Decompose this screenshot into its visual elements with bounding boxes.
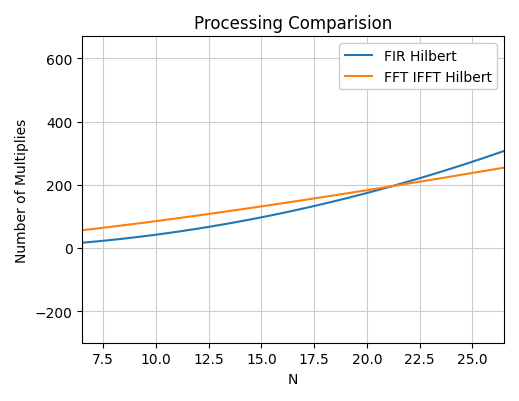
FFT IFFT Hilbert — [307, 197, 313, 202]
FIR Hilbert — [501, 149, 507, 154]
FFT IFFT Hilbert — [282, 201, 288, 206]
FFT IFFT Hilbert — [279, 201, 285, 206]
Title: Processing Comparision: Processing Comparision — [194, 15, 392, 33]
Line: FIR Hilbert: FIR Hilbert — [82, 152, 504, 243]
FIR Hilbert — [491, 153, 497, 158]
FIR Hilbert — [79, 241, 85, 245]
FIR Hilbert — [425, 174, 431, 179]
FFT IFFT Hilbert — [491, 168, 497, 172]
FIR Hilbert — [330, 200, 336, 205]
FIR Hilbert — [282, 211, 288, 215]
FIR Hilbert — [307, 205, 313, 210]
Legend: FIR Hilbert, FFT IFFT Hilbert: FIR Hilbert, FFT IFFT Hilbert — [339, 44, 497, 90]
FFT IFFT Hilbert — [425, 178, 431, 183]
FFT IFFT Hilbert — [501, 166, 507, 171]
FFT IFFT Hilbert — [79, 228, 85, 233]
X-axis label: N: N — [288, 372, 298, 386]
FFT IFFT Hilbert — [330, 194, 336, 198]
Line: FFT IFFT Hilbert: FFT IFFT Hilbert — [82, 168, 504, 231]
Y-axis label: Number of Multiplies: Number of Multiplies — [15, 118, 29, 262]
FIR Hilbert — [279, 211, 285, 216]
